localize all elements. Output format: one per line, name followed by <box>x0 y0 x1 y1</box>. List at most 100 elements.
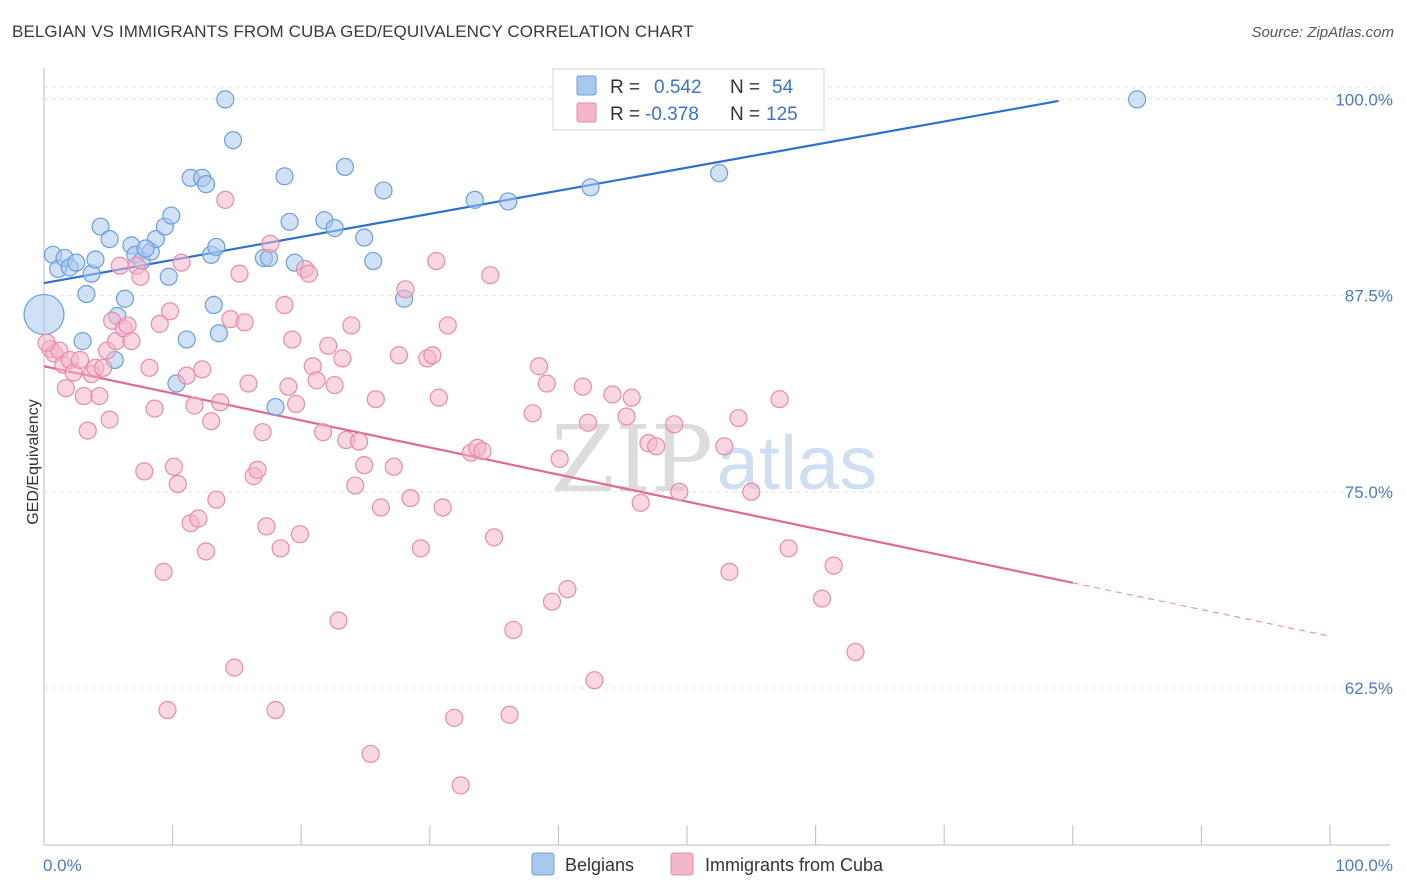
cuba-point-118 <box>742 482 761 501</box>
cuba-point-28 <box>154 562 173 581</box>
belgians-point-40 <box>335 157 355 176</box>
belgians-point-11 <box>100 229 119 249</box>
cuba-point-76 <box>366 390 385 409</box>
cuba-point-64 <box>307 371 326 390</box>
belgians-point-46 <box>499 192 518 211</box>
belgians-point-39 <box>325 219 344 238</box>
cuba-point-67 <box>325 375 344 395</box>
cuba-point-25 <box>140 358 159 377</box>
cuba-point-82 <box>411 539 430 558</box>
cuba-point-119 <box>770 390 789 409</box>
cuba-point-124 <box>37 333 56 352</box>
cuba-point-30 <box>160 302 180 321</box>
cuba-point-114 <box>670 482 689 501</box>
cuba-point-74 <box>355 456 374 475</box>
cuba-point-50 <box>248 460 267 479</box>
trend-lines <box>43 99 1331 637</box>
cuba-point-65 <box>313 423 333 442</box>
belgians-point-28 <box>207 237 226 257</box>
cuba-point-89 <box>445 708 464 727</box>
legend-n-label-2: N = <box>730 104 760 125</box>
cuba-point-42 <box>211 393 230 412</box>
y-tick-labels: 62.5% 75.0% 87.5% 100.0% <box>1335 90 1393 698</box>
cuba-point-41 <box>207 490 226 509</box>
cuba-point-104 <box>573 377 592 396</box>
cuba-point-20 <box>118 316 137 335</box>
cuba-point-107 <box>603 385 622 404</box>
legend-n-value-1: 54 <box>772 77 794 98</box>
belgians-point-52 <box>136 239 155 258</box>
cuba-point-31 <box>164 457 183 476</box>
y-tick-label-2: 87.5% <box>1345 287 1393 306</box>
cuba-point-59 <box>286 394 306 414</box>
legend-bottom-swatch-cuba <box>670 852 694 876</box>
cuba-point-68 <box>329 611 348 630</box>
cuba-point-81 <box>401 488 420 508</box>
cuba-point-32 <box>168 474 187 494</box>
belgians-point-34 <box>266 397 285 417</box>
cuba-point-90 <box>451 776 470 795</box>
cuba-point-97 <box>504 620 523 640</box>
cuba-point-116 <box>720 562 739 581</box>
cuba-point-38 <box>193 360 212 379</box>
data-points <box>23 90 1147 795</box>
belgians-point-9 <box>86 250 105 269</box>
y-tick-label-0: 62.5% <box>1345 679 1393 698</box>
cuba-point-52 <box>257 517 276 536</box>
cuba-point-53 <box>261 234 280 253</box>
belgians-point-30 <box>216 90 235 109</box>
cuba-point-4 <box>56 379 75 398</box>
x-tick-labels: 0.0% 100.0% <box>43 856 1393 875</box>
legend-bottom-label-belgians: Belgians <box>565 855 634 875</box>
cuba-point-27 <box>150 314 169 333</box>
cuba-point-24 <box>135 462 154 481</box>
cuba-point-55 <box>271 539 290 558</box>
belgians-point-29 <box>209 324 228 343</box>
cuba-point-13 <box>94 358 113 377</box>
legend-r-label-2: R = <box>610 104 640 125</box>
cuba-point-60 <box>290 525 310 544</box>
cuba-point-36 <box>185 396 204 415</box>
legend-bottom: Belgians Immigrants from Cuba <box>531 852 884 876</box>
cuba-point-84 <box>423 346 442 365</box>
legend-bottom-label-cuba: Immigrants from Cuba <box>705 855 884 875</box>
belgians-point-45 <box>465 190 484 209</box>
cuba-point-94 <box>481 266 500 285</box>
cuba-point-46 <box>230 264 249 283</box>
belgians-point-20 <box>159 267 178 286</box>
cuba-point-121 <box>812 589 832 608</box>
cuba-point-23 <box>131 267 150 286</box>
cuba-point-101 <box>542 592 562 611</box>
chart-title: BELGIAN VS IMMIGRANTS FROM CUBA GED/EQUI… <box>12 22 694 41</box>
cuba-point-99 <box>530 357 549 376</box>
cuba-point-112 <box>647 437 666 456</box>
cuba-point-39 <box>196 542 216 561</box>
legend-swatch-belgians <box>576 75 597 96</box>
belgians-point-35 <box>275 167 294 186</box>
cuba-point-58 <box>283 330 302 349</box>
cuba-point-105 <box>578 413 598 432</box>
cuba-point-15 <box>100 410 119 429</box>
cuba-point-115 <box>715 437 734 456</box>
cuba-point-123 <box>846 642 865 662</box>
belgians-point-36 <box>280 212 299 231</box>
cuba-point-80 <box>396 280 415 299</box>
legend-r-value-2: -0.378 <box>645 104 699 125</box>
cuba-point-100 <box>537 374 556 393</box>
legend-bottom-swatch-belgians <box>531 852 555 876</box>
axes <box>43 68 1390 846</box>
cuba-point-29 <box>158 700 177 720</box>
cuba-point-26 <box>145 399 164 418</box>
cuba-point-54 <box>266 700 285 720</box>
cuba-point-43 <box>216 190 235 209</box>
belgians-point-51 <box>204 295 223 315</box>
legend-r-label-1: R = <box>610 77 640 98</box>
cuba-point-79 <box>389 346 409 365</box>
cuba-point-71 <box>342 316 361 335</box>
cuba-point-120 <box>779 539 798 558</box>
belgians-point-0 <box>23 293 65 336</box>
cuba-point-96 <box>500 705 519 724</box>
x-tick-label-1: 100.0% <box>1335 856 1393 875</box>
cuba-point-56 <box>275 295 294 315</box>
